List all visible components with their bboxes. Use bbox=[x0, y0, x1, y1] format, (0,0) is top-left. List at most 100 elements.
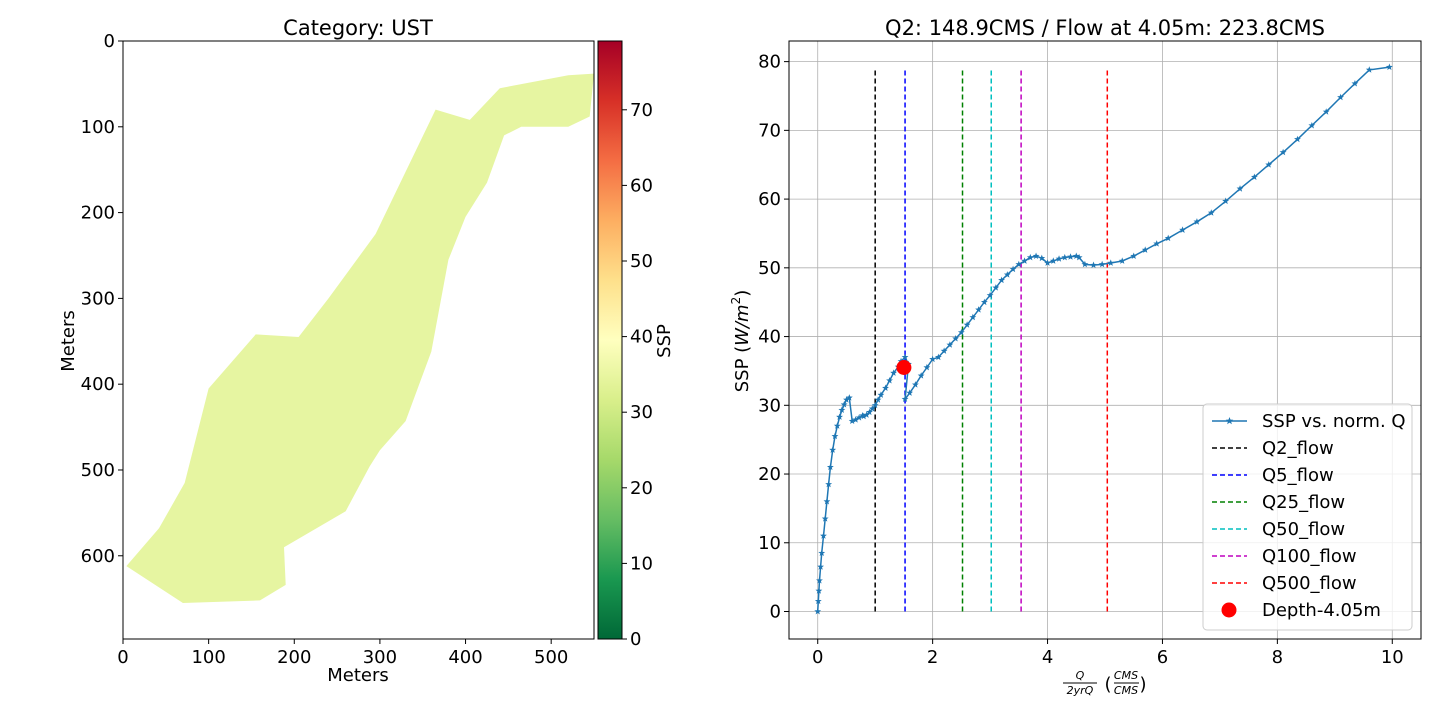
right-x-tick-label-0: 0 bbox=[812, 647, 823, 668]
x-label-paren-close: ) bbox=[1139, 674, 1146, 695]
ssp-point-45 bbox=[946, 341, 954, 348]
ssp-point-41 bbox=[923, 363, 931, 371]
left-y-tick-label-2: 200 bbox=[81, 203, 115, 224]
ssp-point-49 bbox=[969, 313, 977, 321]
right-y-label-prefix: SSP ( bbox=[732, 346, 753, 392]
left-title: Category: UST bbox=[283, 16, 433, 40]
ssp-point-50 bbox=[975, 306, 983, 313]
left-x-tick-label-2: 200 bbox=[277, 647, 311, 668]
ssp-point-43 bbox=[934, 353, 942, 361]
ssp-point-14 bbox=[836, 413, 843, 420]
ssp-point-19 bbox=[848, 417, 856, 425]
left-x-tick-label-1: 100 bbox=[191, 647, 225, 668]
ssp-point-63 bbox=[1049, 257, 1057, 264]
ssp-point-25 bbox=[866, 408, 873, 416]
ssp-point-30 bbox=[882, 384, 889, 392]
right-y-label: SSP (W/m2) bbox=[729, 290, 753, 393]
ssp-point-4 bbox=[817, 563, 825, 570]
ssp-point-88 bbox=[1322, 108, 1330, 115]
right-y-tick-label-6: 60 bbox=[758, 189, 781, 210]
ssp-point-81 bbox=[1222, 197, 1230, 205]
ssp-point-69 bbox=[1081, 260, 1089, 268]
left-x-tick-label-4: 400 bbox=[448, 647, 482, 668]
ssp-point-52 bbox=[986, 291, 994, 299]
colorbar-gradient bbox=[597, 40, 623, 640]
right-x-label: Q 2yrQ ( CMS CMS ) bbox=[1063, 669, 1147, 697]
colorbar-tick-label-5: 50 bbox=[630, 251, 653, 272]
ssp-point-87 bbox=[1308, 121, 1316, 129]
left-plot-border bbox=[122, 40, 595, 640]
ssp-point-53 bbox=[992, 284, 1000, 291]
legend-items: SSP vs. norm. Q Q2_flow Q5_flow Q25_flow Q50… bbox=[1212, 411, 1406, 621]
ssp-point-13 bbox=[833, 422, 841, 429]
ssp-point-77 bbox=[1164, 234, 1172, 242]
right-y-tick-label-0: 0 bbox=[770, 602, 781, 623]
ssp-point-57 bbox=[1015, 260, 1023, 268]
ssp-point-67 bbox=[1072, 252, 1080, 260]
ssp-point-27 bbox=[871, 401, 879, 409]
legend-label-2: Q5_flow bbox=[1262, 465, 1334, 486]
left-y-tick-label-0: 0 bbox=[104, 31, 115, 52]
right-y-tick-label-4: 40 bbox=[758, 327, 781, 348]
right-y-label-suffix: ) bbox=[732, 290, 753, 297]
ssp-point-40 bbox=[917, 372, 925, 379]
colorbar: 0 10 20 30 40 50 60 70 SSP bbox=[597, 40, 675, 650]
map-panel: Category: UST 0 100 200 300 400 500 0 100 200 30… bbox=[58, 16, 595, 686]
ssp-point-10 bbox=[826, 463, 834, 471]
left-y-tick-label-6: 600 bbox=[81, 546, 115, 567]
ssp-point-75 bbox=[1141, 246, 1149, 253]
ssp-point-66 bbox=[1067, 253, 1074, 260]
colorbar-tick-label-4: 40 bbox=[630, 327, 653, 348]
ssp-point-5 bbox=[818, 549, 826, 556]
ssp-point-55 bbox=[1003, 271, 1011, 278]
ssp-point-3 bbox=[816, 576, 823, 584]
ssp-point-90 bbox=[1351, 80, 1359, 87]
ssp-point-31 bbox=[886, 376, 893, 384]
ssp-point-48 bbox=[963, 321, 971, 328]
ssp-point-32 bbox=[890, 369, 897, 376]
left-x-tick-label-3: 300 bbox=[363, 647, 397, 668]
ssp-point-11 bbox=[829, 446, 837, 453]
right-title: Q2: 148.9CMS / Flow at 4.05m: 223.8CMS bbox=[885, 16, 1325, 40]
ssp-point-68 bbox=[1075, 253, 1083, 261]
ssp-point-9 bbox=[825, 480, 833, 488]
ssp-series bbox=[814, 63, 1393, 615]
ssp-point-39 bbox=[911, 381, 919, 388]
legend-label-4: Q50_flow bbox=[1262, 519, 1345, 540]
ssp-point-58 bbox=[1021, 257, 1028, 264]
colorbar-label: SSP bbox=[654, 324, 675, 358]
legend-label-7: Depth-4.05m bbox=[1262, 600, 1381, 621]
left-x-tick-label-5: 500 bbox=[534, 647, 568, 668]
ssp-point-1 bbox=[814, 597, 822, 605]
right-x-ticks: 0 2 4 6 8 10 bbox=[812, 639, 1404, 668]
ssp-point-91 bbox=[1365, 66, 1373, 73]
right-x-tick-label-5: 10 bbox=[1381, 647, 1404, 668]
ssp-point-92 bbox=[1385, 63, 1393, 71]
ssp-point-46 bbox=[952, 335, 960, 342]
ssp-point-71 bbox=[1098, 260, 1106, 268]
ssp-point-64 bbox=[1055, 255, 1063, 262]
ssp-point-72 bbox=[1107, 259, 1115, 266]
depth-marker bbox=[896, 359, 912, 375]
ssp-point-44 bbox=[940, 347, 948, 354]
ssp-point-73 bbox=[1118, 257, 1126, 264]
colorbar-tick-label-7: 70 bbox=[630, 100, 653, 121]
right-y-label-main: W/m bbox=[732, 304, 753, 345]
right-x-tick-label-4: 8 bbox=[1272, 647, 1283, 668]
legend-label-0: SSP vs. norm. Q bbox=[1262, 411, 1406, 432]
legend-label-3: Q25_flow bbox=[1262, 492, 1345, 513]
x-label-den: 2yrQ bbox=[1067, 684, 1094, 697]
colorbar-tick-label-6: 60 bbox=[630, 175, 653, 196]
ssp-point-2 bbox=[815, 587, 823, 594]
ssp-point-42 bbox=[929, 355, 937, 363]
ssp-point-84 bbox=[1265, 161, 1273, 168]
ssp-point-61 bbox=[1038, 254, 1046, 262]
ssp-point-38 bbox=[906, 389, 914, 396]
left-x-label: Meters bbox=[327, 665, 389, 686]
ssp-point-21 bbox=[855, 414, 863, 421]
ssp-point-7 bbox=[821, 515, 829, 522]
ssp-point-29 bbox=[877, 391, 885, 398]
legend-label-1: Q2_flow bbox=[1262, 438, 1334, 459]
colorbar-tick-label-0: 0 bbox=[630, 629, 641, 650]
ssp-point-89 bbox=[1337, 93, 1344, 101]
